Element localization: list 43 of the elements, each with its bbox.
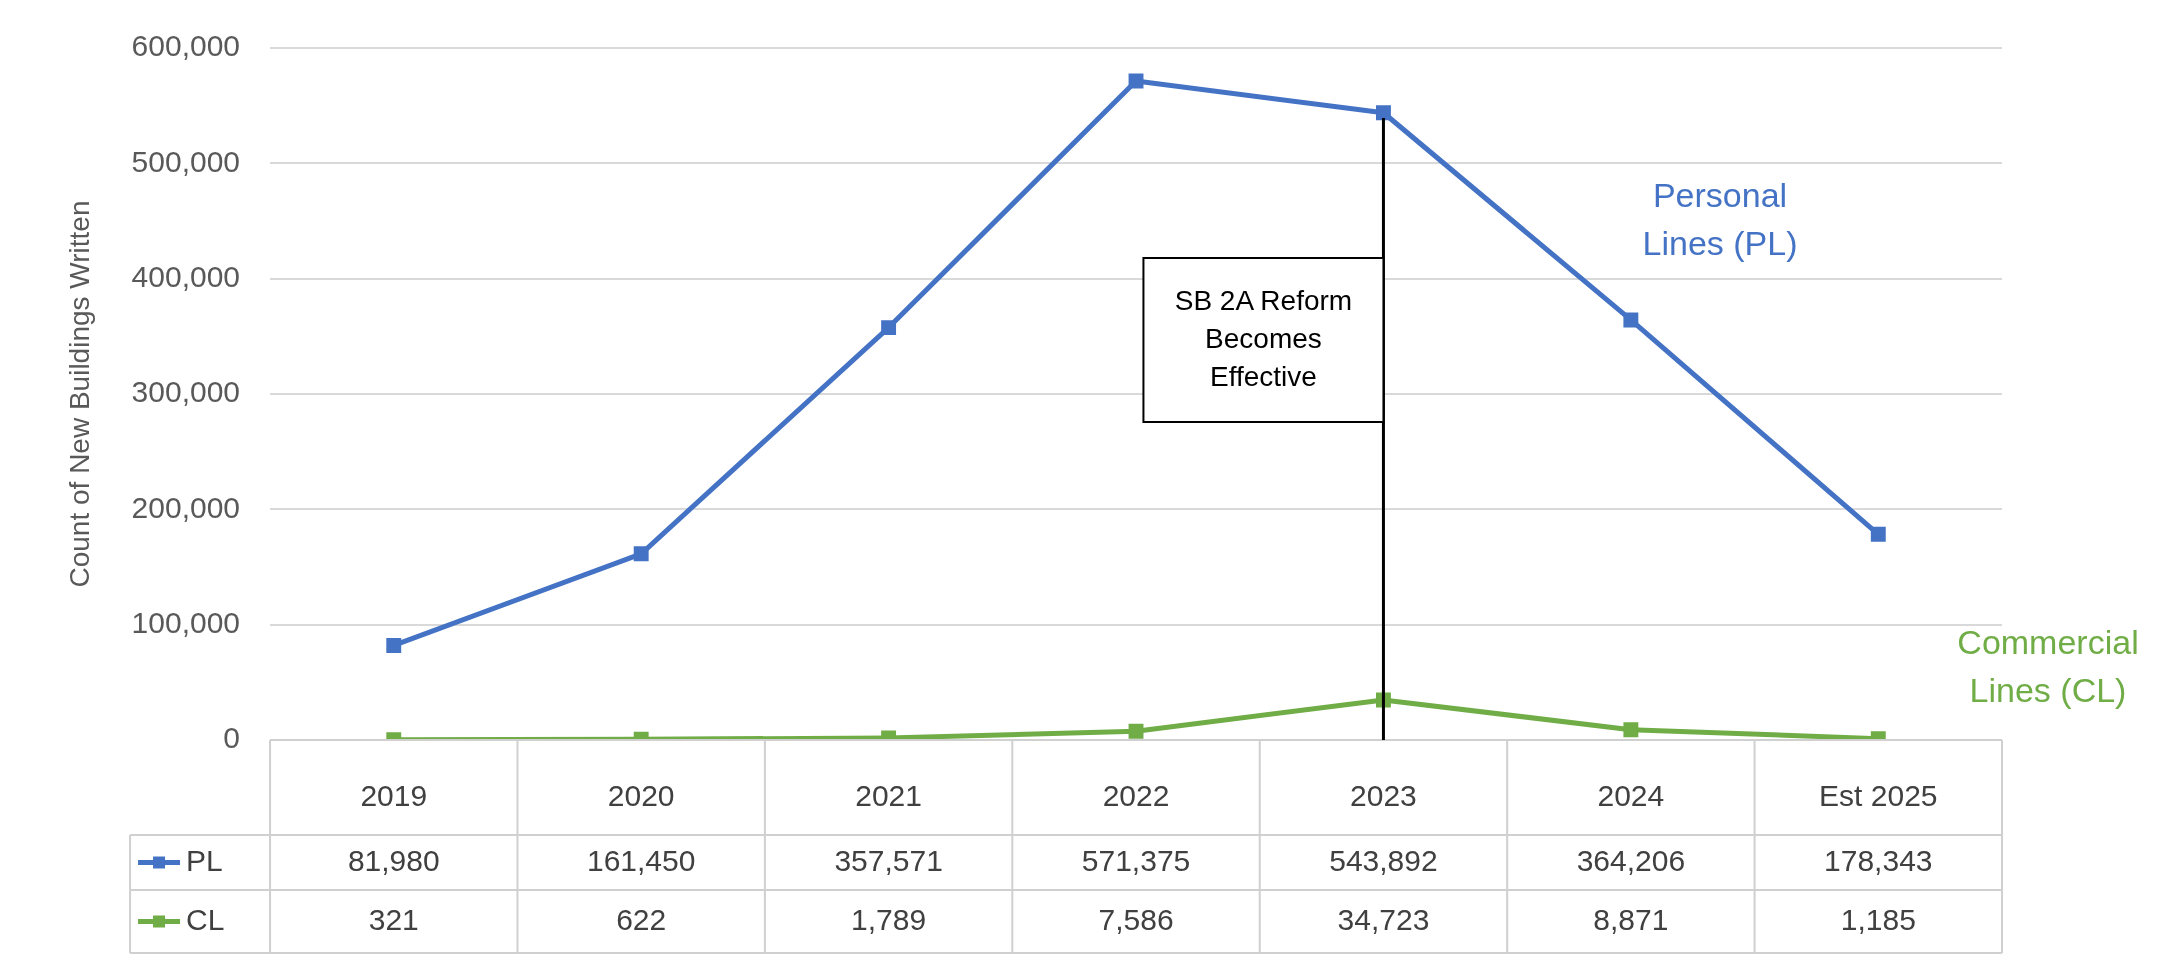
- point: [1623, 312, 1639, 328]
- point: [386, 638, 402, 653]
- point: [881, 320, 897, 336]
- x-tick-label: 2022: [1102, 778, 1170, 812]
- y-tick-label: 100,000: [131, 605, 241, 639]
- annotation: Commercial Lines (CL): [1957, 623, 2139, 710]
- x-tick-label: 2021: [855, 778, 922, 812]
- x-tick-label: 2023: [1350, 778, 1417, 812]
- y-tick-label: 200,000: [131, 490, 241, 524]
- y-tick-label: 500,000: [131, 144, 241, 178]
- ref-line-label: SB 2A Reform Becomes Effective: [1174, 284, 1353, 392]
- data-label: 1,789: [851, 902, 927, 936]
- x-tick-label: 2020: [607, 778, 675, 812]
- data-label: 7,586: [1098, 902, 1174, 936]
- data-label: 571,375: [1081, 843, 1191, 877]
- data-label: 178,343: [1824, 843, 1933, 877]
- point: [1375, 105, 1391, 121]
- y-tick-label: 600,000: [131, 29, 241, 63]
- legend-label: PL: [186, 843, 223, 877]
- x-tick-label: 2024: [1597, 778, 1665, 812]
- y-tick-label: 400,000: [131, 259, 241, 293]
- x-tick-label: Est 2025: [1819, 778, 1938, 812]
- point: [633, 546, 649, 562]
- data-label: 161,450: [586, 843, 696, 877]
- point: [1128, 73, 1144, 89]
- data-label: 34,723: [1337, 902, 1430, 936]
- point: [1128, 723, 1144, 739]
- data-label: 543,892: [1329, 843, 1438, 877]
- data-label: 81,980: [347, 843, 440, 877]
- y-tick-label: 300,000: [131, 375, 241, 409]
- y-tick-label: 0: [223, 721, 241, 755]
- data-label: 357,571: [834, 843, 943, 877]
- point: [1870, 526, 1886, 542]
- point: [1623, 722, 1639, 738]
- data-label: 1,185: [1840, 902, 1916, 936]
- data-label: 8,871: [1593, 902, 1669, 936]
- x-tick-label: 2019: [360, 778, 428, 812]
- data-label: 364,206: [1576, 843, 1686, 877]
- y-axis-title: Count of New Buildings Written: [63, 200, 95, 588]
- legend-label: CL: [186, 902, 225, 936]
- data-label: 321: [368, 902, 419, 936]
- data-label: 622: [616, 902, 667, 936]
- annotation: Personal Lines (PL): [1642, 176, 1798, 263]
